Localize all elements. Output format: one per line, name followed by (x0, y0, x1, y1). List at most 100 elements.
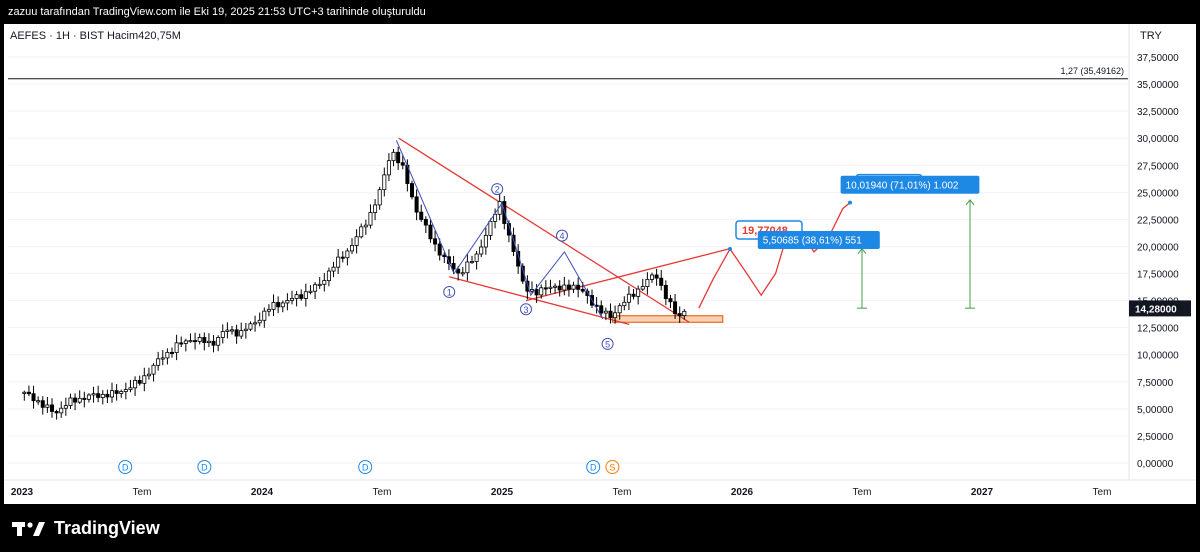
candle-body (682, 310, 687, 317)
candle-body (437, 243, 442, 256)
brand-name: TradingView (54, 518, 160, 538)
candle-body (668, 298, 673, 303)
candle-body (640, 286, 645, 290)
candle-body (225, 329, 230, 332)
candle-body (239, 330, 244, 337)
candle-body (354, 236, 359, 246)
x-tick-label: 2023 (11, 487, 34, 498)
wave-label-5: 5 (601, 337, 614, 350)
candle-body (534, 289, 539, 296)
candle-body (253, 322, 258, 325)
candle-body (474, 253, 479, 262)
candle-body (617, 305, 622, 314)
candle-body (553, 285, 558, 288)
wave-label-text: 5 (605, 339, 610, 349)
elliott-wave-line (395, 140, 604, 320)
x-tick-label: 2027 (971, 487, 994, 498)
candle-body (308, 290, 313, 293)
chart-panel[interactable] (4, 24, 1196, 504)
candle-body (608, 310, 613, 319)
candle-body (119, 391, 124, 394)
candle-body (336, 256, 341, 268)
candle-body (349, 245, 354, 252)
upper-trend-line (398, 137, 690, 323)
candle-body (160, 357, 165, 360)
y-tick-label: 5,00000 (1137, 405, 1174, 416)
candle-body (465, 261, 470, 274)
candle-body (82, 397, 87, 400)
candle-body (386, 160, 391, 176)
candle-body (229, 329, 234, 332)
candle-body (548, 286, 553, 289)
candle-body (156, 358, 161, 366)
symbol-info: AEFES · 1H · BIST Hacim420,75M (10, 30, 181, 42)
candle-body (206, 340, 211, 344)
candle-body (100, 393, 105, 398)
wave-label-1: 1 (443, 285, 456, 298)
fib-level-label: 1,27 (35,49162) (1060, 66, 1124, 76)
candle-body (363, 224, 368, 228)
candle-body (193, 340, 198, 343)
candle-body (469, 261, 474, 264)
candle-body (580, 288, 585, 292)
measure-box: 5,50685 (38,61%) 551 (757, 230, 880, 249)
candle-body (68, 397, 73, 406)
chart-grid (8, 56, 1128, 464)
footer-bar: TradingView (0, 504, 1200, 552)
candle-body (59, 407, 64, 414)
candle-body (326, 270, 331, 281)
candle-body (414, 196, 419, 213)
candle-body (110, 390, 115, 398)
last-price-label: 14,28000 (1135, 304, 1177, 315)
candle-body (451, 263, 456, 270)
lower-trend-line (449, 276, 630, 326)
candle-body (645, 278, 650, 287)
candle-body (525, 280, 530, 292)
x-tick-label: Tem (133, 487, 152, 498)
candle-body (576, 284, 581, 290)
currency-label[interactable]: TRY (1140, 30, 1162, 42)
candle-body (626, 293, 631, 303)
candle-body (636, 288, 641, 297)
x-axis: 2023 Tem 2024 Tem 2025 Tem 2026 Tem 2027 Tem (4, 479, 1196, 498)
candle-body (543, 287, 548, 290)
candle-body (331, 266, 336, 272)
candle-body (677, 313, 682, 317)
event-marker-circle (605, 460, 620, 474)
candle-body (123, 389, 128, 392)
candle-body (460, 272, 465, 275)
candle-body (174, 342, 179, 354)
candle-body (493, 213, 498, 222)
candle-body (211, 340, 216, 346)
candle-body (188, 340, 193, 343)
candle-body (539, 287, 544, 296)
wave-label-circle (443, 285, 456, 298)
candle-body (483, 234, 488, 248)
candle-body (26, 391, 31, 395)
candle-body (86, 394, 91, 400)
candle-body (50, 404, 55, 412)
candle-body (400, 162, 405, 166)
candle-body (409, 183, 414, 198)
event-marker-circle (586, 460, 601, 474)
candle-body (322, 280, 327, 285)
candle-body (317, 283, 322, 286)
candle-body (622, 301, 627, 307)
x-tick-label: 2026 (731, 487, 754, 498)
event-marker-circle (358, 460, 373, 474)
header-caption-bar: zazuu tarafından TradingView.com ile Eki… (0, 0, 1200, 24)
measure-box-bg (840, 175, 980, 194)
candle-body (165, 351, 170, 359)
tradingview-logo[interactable]: TradingView (12, 518, 160, 539)
candle-body (530, 289, 535, 292)
x-tick-label: Tem (373, 487, 392, 498)
candle-body (511, 234, 516, 252)
candle-body (114, 390, 119, 394)
candle-body (142, 375, 147, 384)
candle-body (294, 294, 299, 299)
y-tick-label: 30,00000 (1137, 134, 1179, 145)
wave-label-text: 1 (447, 287, 452, 297)
candle-body (169, 351, 174, 354)
wave-label-3: 3 (520, 303, 532, 316)
